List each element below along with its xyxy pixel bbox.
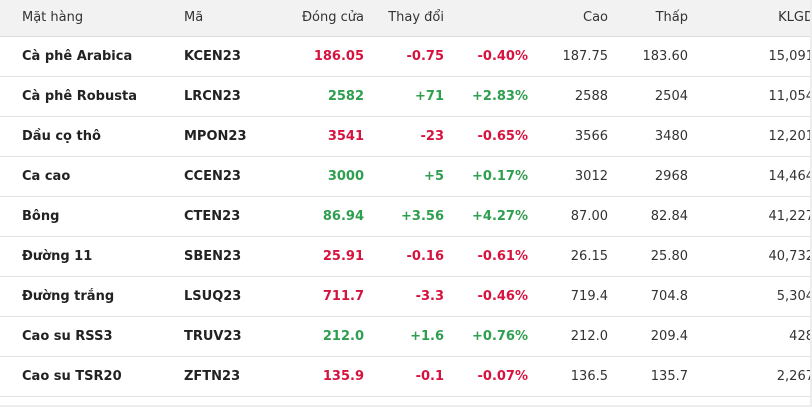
low-price: 2504 <box>654 88 688 104</box>
header-close[interactable]: Đóng cửa <box>301 10 364 26</box>
commodity-name: Ca cao <box>22 168 71 184</box>
table-row[interactable]: Đường trắng LSUQ23 711.7 -3.3 -0.46% 719… <box>0 276 812 316</box>
table-row[interactable]: Đường 11 SBEN23 25.91 -0.16 -0.61% 26.15… <box>0 236 812 276</box>
high-price: 87.00 <box>570 208 608 224</box>
price-change: -0.16 <box>406 248 444 264</box>
table-body: Cà phê Arabica KCEN23 186.05 -0.75 -0.40… <box>0 36 812 396</box>
high-price: 3012 <box>574 168 608 184</box>
low-price: 25.80 <box>650 248 688 264</box>
trading-volume: 428 <box>789 328 812 344</box>
close-price: 3000 <box>327 168 364 184</box>
high-price: 2588 <box>574 88 608 104</box>
price-change: +71 <box>415 88 444 104</box>
high-price: 187.75 <box>562 48 609 64</box>
price-change-percent: -0.61% <box>477 248 529 264</box>
commodity-code: CTEN23 <box>184 208 241 224</box>
table-row[interactable]: Cao su RSS3 TRUV23 212.0 +1.6 +0.76% 212… <box>0 316 812 356</box>
low-price: 183.60 <box>642 48 689 64</box>
commodity-name: Cà phê Robusta <box>22 88 137 104</box>
low-price: 704.8 <box>650 288 688 304</box>
price-change-percent: -0.40% <box>477 48 529 64</box>
commodity-name: Đường trắng <box>22 288 115 304</box>
high-price: 212.0 <box>570 328 608 344</box>
trading-volume: 40,732 <box>768 248 812 264</box>
low-price: 209.4 <box>650 328 688 344</box>
price-change: +5 <box>424 168 444 184</box>
low-price: 3480 <box>654 128 688 144</box>
commodity-code: LRCN23 <box>184 88 241 104</box>
header-code[interactable]: Mã <box>184 10 204 26</box>
commodity-name: Cao su TSR20 <box>22 368 122 384</box>
table-row[interactable]: Ca cao CCEN23 3000 +5 +0.17% 3012 2968 1… <box>0 156 812 196</box>
close-price: 86.94 <box>322 208 364 224</box>
price-change-percent: +2.83% <box>472 88 528 104</box>
price-change-percent: -0.65% <box>477 128 529 144</box>
price-change: -0.75 <box>406 48 444 64</box>
low-price: 82.84 <box>650 208 688 224</box>
price-change: +3.56 <box>401 208 444 224</box>
commodity-code: CCEN23 <box>184 168 241 184</box>
commodity-table: Mặt hàng Mã Đóng cửa Thay đổi Cao Thấp K… <box>0 0 812 396</box>
commodity-code: LSUQ23 <box>184 288 242 304</box>
table-row[interactable]: Dầu cọ thô MPON23 3541 -23 -0.65% 3566 3… <box>0 116 812 156</box>
commodity-name: Đường 11 <box>22 248 93 264</box>
close-price: 186.05 <box>313 48 364 64</box>
commodity-name: Bông <box>22 208 60 224</box>
price-change: -0.1 <box>415 368 444 384</box>
trading-volume: 12,201 <box>768 128 812 144</box>
price-change-percent: +0.76% <box>472 328 528 344</box>
price-change-percent: -0.46% <box>477 288 529 304</box>
price-change: -23 <box>420 128 445 144</box>
vertical-scrollbar[interactable] <box>810 0 812 407</box>
header-row: Mặt hàng Mã Đóng cửa Thay đổi Cao Thấp K… <box>0 0 812 36</box>
commodity-name: Cao su RSS3 <box>22 328 113 344</box>
commodity-code: TRUV23 <box>184 328 242 344</box>
high-price: 3566 <box>574 128 608 144</box>
commodity-code: KCEN23 <box>184 48 241 64</box>
high-price: 136.5 <box>570 368 608 384</box>
close-price: 25.91 <box>322 248 364 264</box>
low-price: 135.7 <box>650 368 688 384</box>
commodity-code: MPON23 <box>184 128 247 144</box>
close-price: 212.0 <box>322 328 364 344</box>
commodity-name: Cà phê Arabica <box>22 48 133 64</box>
close-price: 3541 <box>327 128 364 144</box>
trading-volume: 14,464 <box>768 168 812 184</box>
close-price: 711.7 <box>322 288 364 304</box>
trading-volume: 11,054 <box>768 88 812 104</box>
header-volume[interactable]: KLGD <box>778 10 812 26</box>
price-change: +1.6 <box>410 328 444 344</box>
high-price: 719.4 <box>570 288 608 304</box>
horizontal-scrollbar[interactable] <box>0 405 812 407</box>
table-row[interactable]: Cà phê Arabica KCEN23 186.05 -0.75 -0.40… <box>0 36 812 76</box>
header-change-percent <box>444 0 528 36</box>
trading-volume: 41,227 <box>768 208 812 224</box>
price-change: -3.3 <box>415 288 444 304</box>
header-low[interactable]: Thấp <box>655 10 688 26</box>
price-change-percent: +0.17% <box>472 168 528 184</box>
high-price: 26.15 <box>570 248 608 264</box>
commodity-code: SBEN23 <box>184 248 242 264</box>
table-header: Mặt hàng Mã Đóng cửa Thay đổi Cao Thấp K… <box>0 0 812 36</box>
low-price: 2968 <box>654 168 688 184</box>
table-row[interactable]: Bông CTEN23 86.94 +3.56 +4.27% 87.00 82.… <box>0 196 812 236</box>
table-row[interactable]: Cao su TSR20 ZFTN23 135.9 -0.1 -0.07% 13… <box>0 356 812 396</box>
commodity-code: ZFTN23 <box>184 368 241 384</box>
header-high[interactable]: Cao <box>583 10 608 26</box>
trading-volume: 15,091 <box>768 48 812 64</box>
table-row[interactable]: Cà phê Robusta LRCN23 2582 +71 +2.83% 25… <box>0 76 812 116</box>
price-change-percent: +4.27% <box>472 208 528 224</box>
header-name[interactable]: Mặt hàng <box>22 10 84 26</box>
trading-volume: 5,304 <box>776 288 812 304</box>
close-price: 135.9 <box>322 368 364 384</box>
close-price: 2582 <box>327 88 364 104</box>
commodity-name: Dầu cọ thô <box>22 128 101 144</box>
trading-volume: 2,267 <box>776 368 812 384</box>
price-change-percent: -0.07% <box>477 368 529 384</box>
header-change[interactable]: Thay đổi <box>388 10 444 26</box>
